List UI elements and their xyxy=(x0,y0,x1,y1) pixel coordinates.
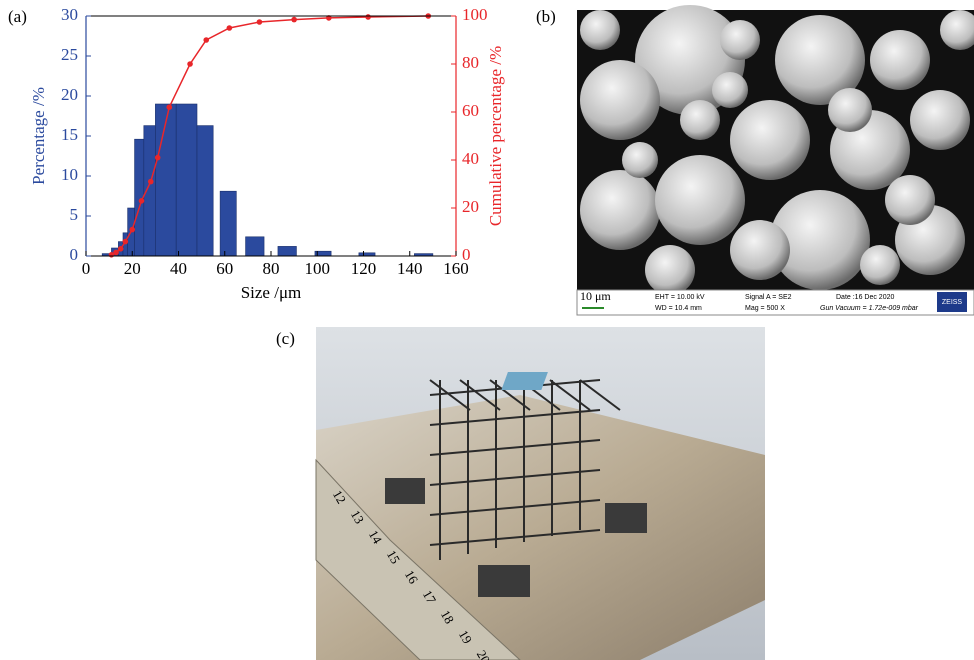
sem-text: Mag = 500 X xyxy=(745,305,785,312)
panel-label: (c) xyxy=(276,329,295,348)
scale-label: 10 μm xyxy=(580,289,611,303)
cumulative-point xyxy=(166,104,172,110)
sem-image xyxy=(577,5,974,295)
y-tick-label: 20 xyxy=(61,85,78,104)
bar xyxy=(246,237,265,256)
sem-text: Signal A = SE2 xyxy=(745,294,792,301)
cumulative-point xyxy=(148,179,154,185)
y2-tick-label: 40 xyxy=(462,149,479,168)
sem-text: Date :16 Dec 2020 xyxy=(836,294,894,301)
x-tick-label: 140 xyxy=(397,259,423,278)
particle xyxy=(580,170,660,250)
y-axis-label: Percentage /% xyxy=(29,87,48,185)
x-tick-label: 40 xyxy=(170,259,187,278)
particle xyxy=(730,220,790,280)
particle xyxy=(712,72,748,108)
y-tick-label: 30 xyxy=(61,5,78,24)
particle xyxy=(720,20,760,60)
sem-info-bar: 10 μm EHT = 10.00 kV WD = 10.4 mm Signal… xyxy=(577,289,974,315)
y-tick-label: 0 xyxy=(70,245,79,264)
particle xyxy=(828,88,872,132)
x-tick-label: 0 xyxy=(82,259,91,278)
y-tick-label: 10 xyxy=(61,165,78,184)
block xyxy=(605,503,647,533)
y2-tick-label: 20 xyxy=(462,197,479,216)
bar xyxy=(220,191,236,256)
particle xyxy=(730,100,810,180)
particle xyxy=(680,100,720,140)
particle xyxy=(645,245,695,295)
bar xyxy=(176,104,197,256)
brand: ZEISS xyxy=(942,299,963,306)
x-tick-label: 60 xyxy=(216,259,233,278)
panel-label: (b) xyxy=(536,7,556,26)
cumulative-point xyxy=(291,17,297,23)
particle xyxy=(885,175,935,225)
page: (a) (b) (c) 10 μm EHT = 10.00 kV WD = 10… xyxy=(0,0,974,660)
top-plate xyxy=(501,372,548,390)
bar xyxy=(155,104,176,256)
particle xyxy=(870,30,930,90)
cumulative-point xyxy=(365,14,371,20)
cumulative-point xyxy=(123,239,129,245)
block xyxy=(385,478,425,504)
panel-label: (a) xyxy=(8,7,27,26)
x-tick-label: 120 xyxy=(351,259,377,278)
cumulative-point xyxy=(113,250,119,256)
particle xyxy=(655,155,745,245)
x-tick-label: 20 xyxy=(124,259,141,278)
y2-tick-label: 100 xyxy=(462,5,488,24)
particle xyxy=(910,90,970,150)
particle xyxy=(860,245,900,285)
y-tick-label: 25 xyxy=(61,45,78,64)
block xyxy=(478,565,530,597)
cumulative-point xyxy=(129,227,135,233)
sem-text: WD = 10.4 mm xyxy=(655,305,702,312)
cumulative-point xyxy=(257,19,263,25)
y2-axis-label: Cumulative percentage /% xyxy=(486,46,505,226)
cumulative-point xyxy=(203,37,209,43)
x-tick-label: 80 xyxy=(263,259,280,278)
y2-tick-label: 60 xyxy=(462,101,479,120)
particle xyxy=(622,142,658,178)
cumulative-point xyxy=(227,25,233,31)
sem-text: Gun Vacuum = 1.72e-009 mbar xyxy=(820,305,919,312)
cumulative-point xyxy=(155,155,161,161)
figure: (a) (b) (c) 10 μm EHT = 10.00 kV WD = 10… xyxy=(0,0,974,660)
particle xyxy=(580,10,620,50)
cumulative-point xyxy=(187,61,193,67)
y2-tick-label: 0 xyxy=(462,245,471,264)
y2-tick-label: 80 xyxy=(462,53,479,72)
bar xyxy=(278,246,297,256)
x-axis-label: Size /μm xyxy=(241,283,302,302)
bar xyxy=(197,126,213,256)
sem-text: EHT = 10.00 kV xyxy=(655,294,705,301)
cumulative-point xyxy=(139,198,145,204)
cumulative-point xyxy=(118,246,124,252)
y-tick-label: 5 xyxy=(70,205,79,224)
y-tick-label: 15 xyxy=(61,125,78,144)
x-tick-label: 100 xyxy=(305,259,331,278)
particle xyxy=(580,60,660,140)
